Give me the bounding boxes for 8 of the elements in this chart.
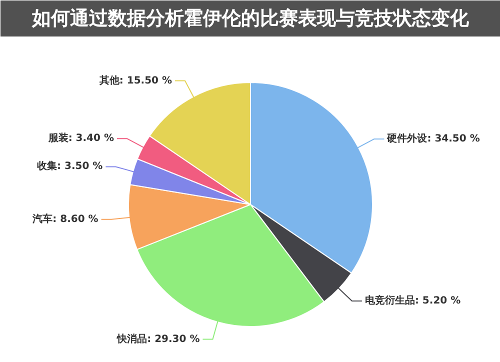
- slice-label: 快消品: 29.30 %: [116, 332, 200, 345]
- slice-label: 硬件外设: 34.50 %: [386, 132, 480, 144]
- chart-title: 如何通过数据分析霍伊伦的比赛表现与竞技状态变化: [31, 8, 470, 30]
- slice-label: 收集: 3.50 %: [37, 160, 103, 172]
- slice-label: 服装: 3.40 %: [47, 132, 114, 144]
- slice-label: 电竞衍生品: 5.20 %: [364, 294, 461, 306]
- slice-label: 其他: 15.50 %: [98, 74, 172, 86]
- slice-label: 汽车: 8.60 %: [32, 212, 98, 225]
